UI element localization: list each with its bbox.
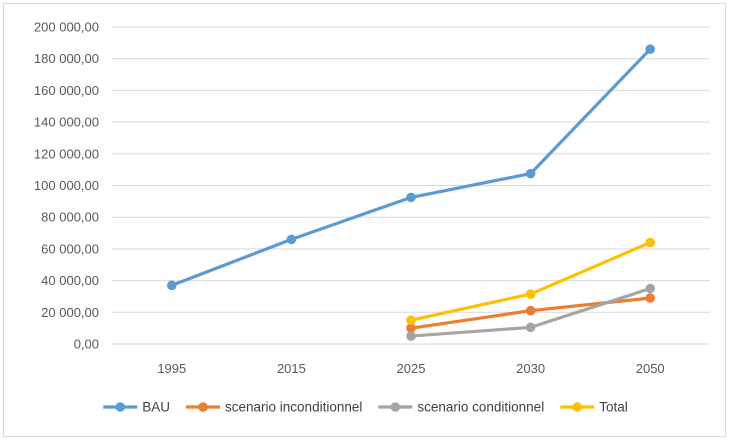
x-axis-tick-labels: 1995 2015 2025 2030 2050	[157, 361, 664, 376]
data-point	[525, 289, 536, 299]
data-point	[406, 192, 416, 203]
legend-label: scenario inconditionnel	[225, 400, 362, 415]
legend-item: scenario inconditionnel	[186, 400, 362, 415]
series-group	[167, 44, 655, 341]
series-total	[406, 237, 655, 326]
y-tick-label: 40 000,00	[41, 273, 99, 288]
y-tick-label: 200 000,00	[34, 20, 99, 35]
chart-frame	[3, 3, 726, 437]
legend-label: BAU	[142, 400, 170, 415]
data-point	[406, 315, 416, 326]
y-tick-label: 120 000,00	[34, 146, 99, 161]
data-point	[406, 323, 416, 333]
legend-marker	[572, 402, 583, 412]
data-point	[286, 234, 297, 245]
x-tick-label: 2050	[636, 361, 665, 376]
y-tick-label: 140 000,00	[34, 115, 99, 130]
data-point	[645, 237, 655, 248]
y-tick-label: 20 000,00	[41, 305, 99, 320]
legend-item: Total	[560, 400, 628, 415]
series-scenario-conditionnel	[406, 283, 655, 341]
gridlines	[112, 26, 710, 345]
x-tick-label: 2015	[277, 361, 306, 376]
legend-item: scenario conditionnel	[378, 400, 544, 415]
data-point	[645, 283, 655, 294]
data-point	[645, 44, 655, 54]
x-tick-label: 2025	[397, 361, 426, 376]
y-tick-label: 60 000,00	[41, 241, 99, 256]
legend-marker	[115, 402, 126, 412]
series-line	[170, 47, 652, 287]
legend-item: BAU	[103, 400, 170, 415]
y-tick-label: 100 000,00	[34, 178, 99, 193]
data-point	[167, 280, 177, 291]
y-axis-tick-labels: 0,00 20 000,00 40 000,00 60 000,00 80 000,00…	[34, 20, 99, 352]
legend-label: Total	[599, 400, 628, 415]
y-tick-label: 160 000,00	[34, 83, 99, 98]
data-point	[525, 168, 536, 179]
data-point	[525, 305, 536, 316]
legend-marker	[390, 402, 401, 412]
x-tick-label: 1995	[157, 361, 186, 376]
y-tick-label: 0,00	[74, 337, 99, 352]
legend-label: scenario conditionnel	[417, 400, 544, 415]
data-point	[645, 293, 655, 303]
x-tick-label: 2030	[516, 361, 545, 376]
series-bau	[167, 44, 655, 291]
y-tick-label: 80 000,00	[41, 210, 99, 225]
data-point	[406, 331, 416, 341]
legend-marker	[198, 402, 208, 412]
y-tick-label: 180 000,00	[34, 51, 99, 66]
legend: BAU scenario inconditionnel scenario condi…	[103, 400, 628, 415]
data-point	[525, 322, 536, 333]
